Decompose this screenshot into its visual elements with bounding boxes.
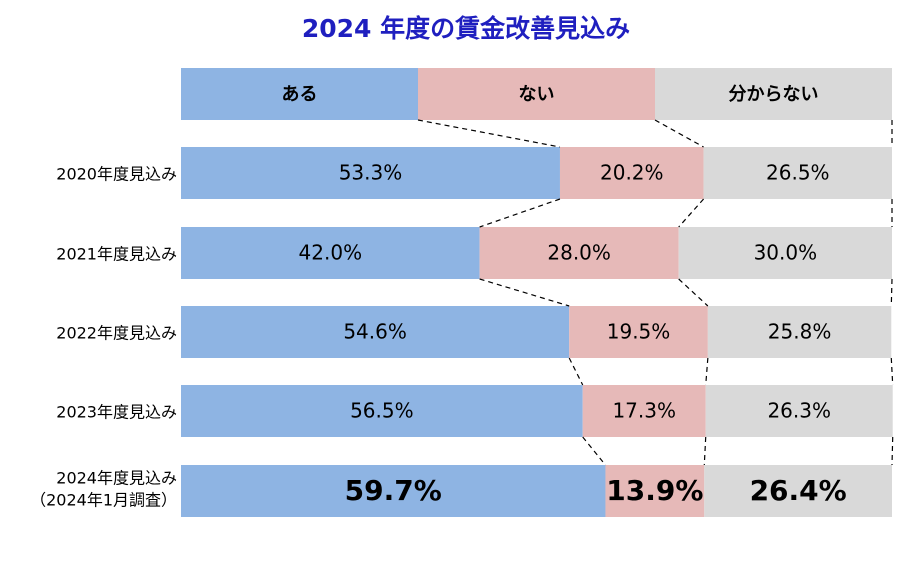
bar-segment xyxy=(569,306,708,358)
value-label: 17.3% xyxy=(612,399,676,423)
bar-segment xyxy=(678,227,892,279)
value-label: 13.9% xyxy=(606,474,703,507)
value-label: 19.5% xyxy=(607,320,671,344)
bar-segment xyxy=(181,385,583,437)
bar-segment xyxy=(181,465,606,517)
connector xyxy=(568,357,584,386)
connector xyxy=(417,119,561,148)
connector xyxy=(891,436,894,466)
connector xyxy=(703,436,707,466)
value-label: 54.6% xyxy=(343,320,407,344)
value-label: 59.7% xyxy=(345,474,442,507)
bar-segment xyxy=(181,227,480,279)
value-label: 56.5% xyxy=(350,399,414,423)
bar-segment xyxy=(605,465,705,517)
value-label: 26.4% xyxy=(750,474,847,507)
value-label: 28.0% xyxy=(547,241,611,265)
bar-segment xyxy=(703,147,892,199)
legend-label: ない xyxy=(519,84,555,105)
category-label: 2024年度見込み xyxy=(56,469,177,488)
chart-title: 2024 年度の賃金改善見込み xyxy=(302,14,630,43)
connector xyxy=(890,278,893,307)
bar-segment xyxy=(559,147,704,199)
value-label: 20.2% xyxy=(600,161,664,185)
value-label: 53.3% xyxy=(339,161,403,185)
connector xyxy=(890,357,894,386)
connector xyxy=(678,278,709,307)
value-label: 30.0% xyxy=(754,241,818,265)
category-label: 2022年度見込み xyxy=(56,324,177,343)
connector xyxy=(678,198,705,228)
connector xyxy=(705,357,709,386)
legend-swatch xyxy=(418,68,655,120)
category-label: 2023年度見込み xyxy=(56,403,177,422)
category-label: 2020年度見込み xyxy=(56,165,177,184)
bar-segment xyxy=(704,465,892,517)
connector xyxy=(479,198,561,228)
category-label: 2021年度見込み xyxy=(56,245,177,264)
bar-segment xyxy=(181,306,570,358)
bar-segment xyxy=(181,147,560,199)
connector xyxy=(654,119,704,148)
value-label: 25.8% xyxy=(768,320,832,344)
legend-label: 分からない xyxy=(729,84,819,105)
value-label: 26.5% xyxy=(766,161,830,185)
bar-segment xyxy=(582,385,706,437)
bar-segment xyxy=(705,385,893,437)
legend-swatch xyxy=(181,68,418,120)
connector xyxy=(479,278,570,307)
bar-segment xyxy=(707,306,892,358)
value-label: 26.3% xyxy=(767,399,831,423)
legend-swatch xyxy=(655,68,892,120)
bar-segment xyxy=(479,227,679,279)
legend-label: ある xyxy=(282,84,318,105)
connector xyxy=(582,436,606,466)
value-label: 42.0% xyxy=(299,241,363,265)
category-label: （2024年1月調査） xyxy=(30,491,177,510)
